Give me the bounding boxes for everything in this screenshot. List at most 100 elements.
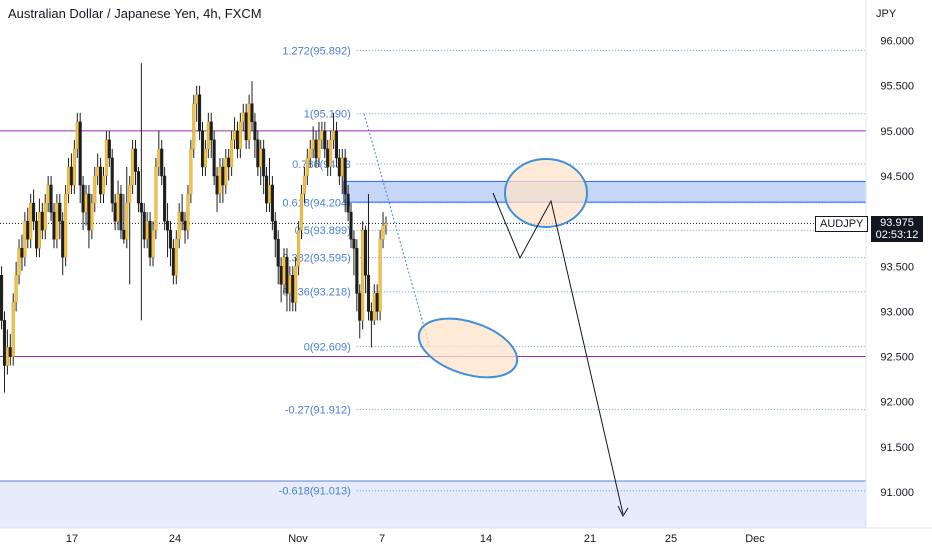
projection-path xyxy=(492,192,624,515)
candle xyxy=(20,234,24,271)
candle xyxy=(329,130,333,176)
candle-body xyxy=(96,166,100,177)
candle-body xyxy=(349,211,353,240)
candle-body xyxy=(343,157,347,195)
last-price-tag: 93.975 02:53:12 xyxy=(871,216,923,242)
candle xyxy=(355,239,359,312)
candle xyxy=(40,203,44,240)
candle xyxy=(323,121,327,158)
candle xyxy=(218,157,222,204)
candle-body xyxy=(250,103,254,123)
candle xyxy=(110,148,114,213)
candle xyxy=(253,112,257,158)
candle xyxy=(247,94,251,149)
candle xyxy=(142,203,146,249)
x-tick-label: 24 xyxy=(169,533,181,545)
candle xyxy=(302,166,306,204)
candle xyxy=(273,212,277,258)
candle xyxy=(17,239,21,285)
price-axis[interactable]: 96.00095.50095.00094.50094.00093.50093.0… xyxy=(880,36,914,499)
candle xyxy=(122,194,126,244)
candle xyxy=(23,212,27,267)
projection-path-layer xyxy=(492,192,629,518)
candle-body xyxy=(285,256,289,294)
candle xyxy=(352,230,356,276)
candle xyxy=(294,257,298,312)
candle xyxy=(166,203,170,258)
candle-body xyxy=(288,275,292,294)
candle xyxy=(215,166,219,213)
candle-body xyxy=(361,229,365,321)
fib-level-label: 0.618(94.204) xyxy=(282,198,351,210)
time-axis[interactable]: 17 24 Nov 7 14 21 25 Dec xyxy=(66,533,765,545)
candle-body xyxy=(107,139,111,159)
candle-body xyxy=(81,184,85,213)
y-tick-label: 93.500 xyxy=(880,261,914,273)
candle xyxy=(131,139,135,195)
candle xyxy=(224,148,228,195)
fib-level-label: 1(95.190) xyxy=(304,109,351,121)
candle xyxy=(8,333,12,366)
candle-body xyxy=(174,238,178,276)
x-tick-label: 17 xyxy=(66,533,78,545)
candle-body xyxy=(20,247,24,258)
candle xyxy=(43,194,47,240)
candle-body xyxy=(355,247,359,294)
candle xyxy=(195,85,199,122)
candle xyxy=(346,185,350,222)
candle-body xyxy=(61,220,65,258)
candle xyxy=(14,261,18,312)
candle xyxy=(334,121,338,167)
candle-body xyxy=(366,275,371,312)
candle xyxy=(308,139,312,167)
candle-body xyxy=(308,148,312,159)
candle-body xyxy=(331,130,336,141)
candle xyxy=(177,203,181,249)
candle-body xyxy=(279,266,283,285)
candle-body xyxy=(352,238,356,249)
candle xyxy=(52,203,56,249)
candle-body xyxy=(372,293,376,321)
candle-body xyxy=(232,130,237,141)
candle-body xyxy=(192,103,196,150)
candle xyxy=(317,121,321,167)
candle xyxy=(299,185,304,240)
candle-body xyxy=(291,275,295,303)
candle-body xyxy=(160,148,164,177)
candle xyxy=(139,63,143,321)
candle-body xyxy=(93,175,97,204)
projection-arrowhead xyxy=(617,505,629,518)
candle xyxy=(128,176,132,285)
ellipses-layer xyxy=(417,158,588,379)
candle-body xyxy=(75,121,79,150)
candle-body xyxy=(244,112,248,141)
candle-body xyxy=(189,148,193,195)
candle-body xyxy=(46,184,50,204)
candle xyxy=(381,212,385,249)
candle-body xyxy=(369,311,373,321)
candle-body xyxy=(346,193,350,213)
candle-body xyxy=(195,94,199,105)
candle-body xyxy=(55,202,59,240)
candle xyxy=(297,221,301,276)
y-tick-label: 92.000 xyxy=(880,397,914,409)
candle xyxy=(244,103,248,149)
candle-body xyxy=(186,193,190,231)
fib-level-label: 0.382(93.595) xyxy=(282,253,351,265)
candle xyxy=(285,248,289,312)
candle xyxy=(107,130,111,167)
candle xyxy=(276,230,280,285)
candle-body xyxy=(340,157,344,177)
candle-body xyxy=(241,112,245,123)
candle-body xyxy=(171,247,175,276)
candle xyxy=(157,130,161,176)
candle-body xyxy=(133,148,138,172)
candle xyxy=(96,153,100,186)
candle-body xyxy=(320,130,324,141)
candle xyxy=(265,166,269,213)
candle-body xyxy=(131,148,135,186)
bottom-demand-zone xyxy=(0,481,866,528)
fib-level-label: 0.5(93.899) xyxy=(295,225,351,237)
